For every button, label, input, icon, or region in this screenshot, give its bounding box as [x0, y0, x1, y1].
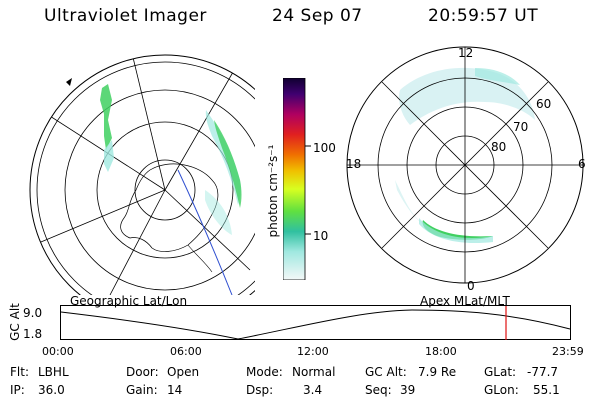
time-label: 20:59:57 UT: [428, 6, 539, 26]
mlt-label-18: 18: [346, 157, 362, 171]
geographic-map: [29, 54, 255, 295]
map-globe: [30, 55, 255, 295]
colorbar-tick-100: 100: [313, 141, 336, 155]
mode-label: Mode:: [246, 365, 283, 379]
polar-mlt-plot: [346, 46, 584, 284]
flt-value: LBHL: [38, 365, 69, 379]
gain-value: 14: [167, 383, 183, 397]
seq-label: Seq:: [365, 383, 392, 397]
colorbar-tick-10: 10: [313, 229, 329, 243]
glat-label: GLat:: [484, 365, 517, 379]
x-tick-1200: 12:00: [297, 345, 329, 358]
mlat-label-70: 70: [513, 120, 529, 134]
alt-y-bottom: 1.8: [23, 327, 43, 341]
colorbar: [283, 78, 311, 280]
glat-value: -77.7: [527, 365, 559, 379]
apex-title: Apex MLat/MLT: [420, 294, 510, 308]
geographic-title: Geographic Lat/Lon: [70, 294, 188, 308]
gain-label: Gain:: [126, 383, 158, 397]
alt-y-top: 9.0: [23, 306, 43, 320]
gc-alt-plot: [60, 305, 571, 340]
dsp-label: Dsp:: [246, 383, 274, 397]
x-tick-2359: 23:59: [552, 345, 584, 358]
mlt-label-0: 0: [467, 279, 475, 293]
glon-value: 55.1: [533, 383, 560, 397]
x-tick-1800: 18:00: [425, 345, 457, 358]
mlat-label-80: 80: [491, 140, 507, 154]
dsp-value: 3.4: [303, 383, 323, 397]
mlt-label-12: 12: [458, 46, 474, 60]
x-tick-0600: 06:00: [170, 345, 202, 358]
seq-value: 39: [400, 383, 416, 397]
flt-label: Flt:: [10, 365, 29, 379]
x-tick-0000: 00:00: [42, 345, 74, 358]
colorbar-unit-label: photon cm⁻²s⁻¹: [266, 144, 280, 238]
north-arrow-icon: [66, 78, 72, 86]
gcalt-value: 7.9 Re: [418, 365, 457, 379]
door-value: Open: [167, 365, 200, 379]
mlt-label-6: 6: [578, 157, 586, 171]
date-label: 24 Sep 07: [272, 6, 363, 26]
gcalt-label: GC Alt:: [365, 365, 407, 379]
glon-label: GLon:: [484, 383, 519, 397]
door-label: Door:: [126, 365, 159, 379]
ip-value: 36.0: [38, 383, 65, 397]
mode-value: Normal: [292, 365, 336, 379]
gc-alt-axis-label: GC Alt: [8, 303, 22, 341]
mlat-label-60: 60: [536, 97, 552, 111]
instrument-title: Ultraviolet Imager: [44, 6, 207, 26]
ip-label: IP:: [10, 383, 25, 397]
